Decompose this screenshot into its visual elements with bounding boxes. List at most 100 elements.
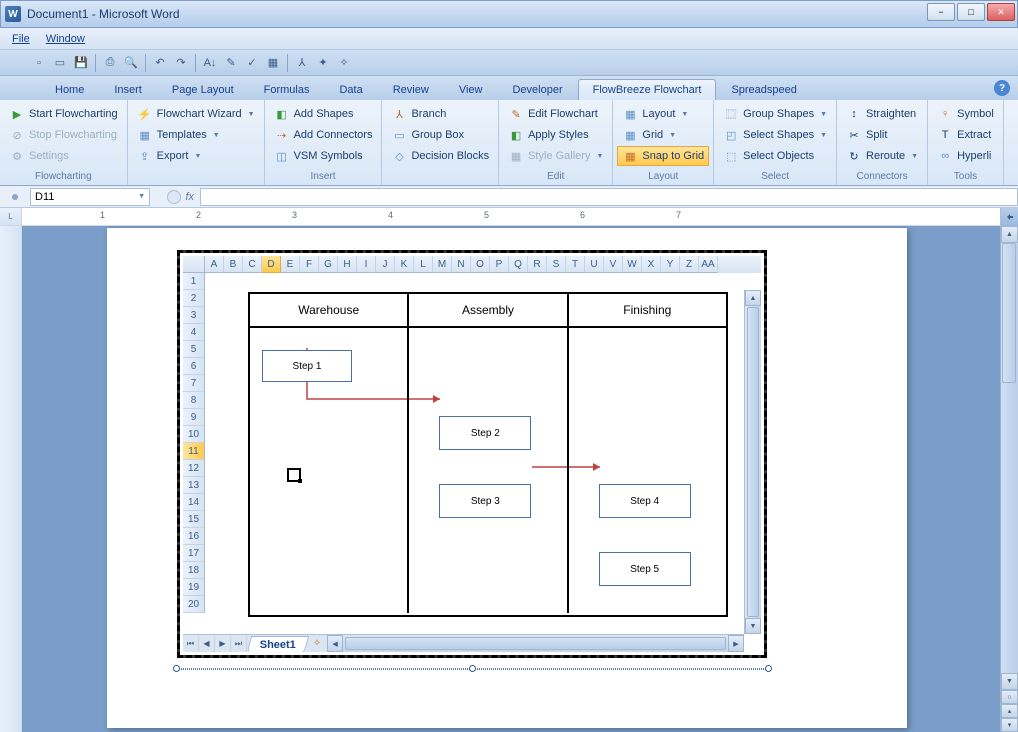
- sheet-tab[interactable]: Sheet1: [247, 636, 309, 652]
- decision-blocks-button[interactable]: ◇Decision Blocks: [386, 146, 494, 166]
- hscroll-thumb[interactable]: [345, 637, 726, 650]
- hscroll-left-button[interactable]: ◀: [327, 635, 343, 652]
- scroll-down-button[interactable]: ▼: [745, 618, 761, 634]
- row-header-13[interactable]: 13: [183, 477, 205, 494]
- tab-flowbreeze-flowchart[interactable]: FlowBreeze Flowchart: [578, 79, 717, 100]
- branch-button[interactable]: ⅄Branch: [386, 104, 494, 124]
- tab-spreadspeed[interactable]: Spreadspeed: [716, 79, 811, 100]
- qat-undo-button[interactable]: ↶: [151, 54, 169, 72]
- qat-save-button[interactable]: 💾: [72, 54, 90, 72]
- main-scroll-track[interactable]: [1001, 243, 1018, 673]
- tab-home[interactable]: Home: [40, 79, 99, 100]
- qat-design-button[interactable]: ▦: [264, 54, 282, 72]
- edit-flowchart-button[interactable]: ✎Edit Flowchart: [503, 104, 608, 124]
- flowchart-step[interactable]: Step 5: [599, 552, 691, 586]
- row-header-1[interactable]: 1: [183, 273, 205, 290]
- qat-star1-button[interactable]: ✦: [314, 54, 332, 72]
- row-header-3[interactable]: 3: [183, 307, 205, 324]
- col-header-R[interactable]: R: [528, 256, 547, 273]
- split-button[interactable]: ✂Split: [841, 125, 923, 145]
- col-header-J[interactable]: J: [376, 256, 395, 273]
- resize-handle[interactable]: [469, 665, 476, 672]
- col-header-N[interactable]: N: [452, 256, 471, 273]
- scroll-up-button[interactable]: ▲: [745, 290, 761, 306]
- col-header-T[interactable]: T: [566, 256, 585, 273]
- qat-paint-button[interactable]: ✎: [222, 54, 240, 72]
- col-header-C[interactable]: C: [243, 256, 262, 273]
- flowchart-step[interactable]: Step 3: [439, 484, 531, 518]
- qat-sort-button[interactable]: A↓: [201, 54, 219, 72]
- scroll-thumb[interactable]: [747, 307, 759, 617]
- tab-formulas[interactable]: Formulas: [249, 79, 325, 100]
- minimize-button[interactable]: −: [927, 3, 955, 21]
- col-header-H[interactable]: H: [338, 256, 357, 273]
- col-header-D[interactable]: D: [262, 256, 281, 273]
- group-shapes-button[interactable]: ⿴Group Shapes▼: [718, 104, 832, 124]
- row-header-7[interactable]: 7: [183, 375, 205, 392]
- col-header-K[interactable]: K: [395, 256, 414, 273]
- hscroll-right-button[interactable]: ▶: [728, 635, 744, 652]
- col-header-A[interactable]: A: [205, 256, 224, 273]
- select-all-cell[interactable]: [183, 256, 205, 273]
- flowchart-wizard-button[interactable]: ⚡Flowchart Wizard▼: [132, 104, 260, 124]
- main-scroll-prev-page[interactable]: ▴: [1001, 704, 1018, 718]
- qat-print-button[interactable]: ⎙: [101, 54, 119, 72]
- cells[interactable]: WarehouseAssemblyFinishing Step 1Step 2S…: [205, 273, 761, 652]
- straighten-button[interactable]: ↕Straighten: [841, 104, 923, 124]
- col-header-V[interactable]: V: [604, 256, 623, 273]
- row-header-2[interactable]: 2: [183, 290, 205, 307]
- row-header-6[interactable]: 6: [183, 358, 205, 375]
- reroute-button[interactable]: ↻Reroute▼: [841, 146, 923, 166]
- add-shapes-button[interactable]: ◧Add Shapes: [269, 104, 378, 124]
- help-icon[interactable]: ?: [994, 80, 1010, 96]
- menu-window[interactable]: Window: [38, 31, 93, 47]
- col-header-AA[interactable]: AA: [699, 256, 718, 273]
- resize-handle[interactable]: [173, 665, 180, 672]
- main-vertical-scrollbar[interactable]: ▲ ▼ ○ ▴ ▾: [1000, 226, 1018, 732]
- fx-icon[interactable]: fx: [185, 191, 194, 203]
- row-header-17[interactable]: 17: [183, 545, 205, 562]
- tab-insert[interactable]: Insert: [99, 79, 157, 100]
- main-scroll-down[interactable]: ▼: [1001, 673, 1018, 690]
- qat-open-button[interactable]: ▭: [51, 54, 69, 72]
- spreadsheet-grid[interactable]: 1234567891011121314151617181920 Warehous…: [183, 273, 761, 652]
- resize-handle[interactable]: [765, 665, 772, 672]
- start-flowcharting-button[interactable]: ▶Start Flowcharting: [4, 104, 123, 124]
- col-header-P[interactable]: P: [490, 256, 509, 273]
- tab-view[interactable]: View: [444, 79, 498, 100]
- qat-new-button[interactable]: ▫: [30, 54, 48, 72]
- row-header-19[interactable]: 19: [183, 579, 205, 596]
- qat-redo-button[interactable]: ↷: [172, 54, 190, 72]
- page-viewport[interactable]: ABCDEFGHIJKLMNOPQRSTUVWXYZAA 12345678910…: [22, 226, 1018, 732]
- tab-developer[interactable]: Developer: [497, 79, 577, 100]
- qat-preview-button[interactable]: 🔍: [122, 54, 140, 72]
- col-header-U[interactable]: U: [585, 256, 604, 273]
- name-box[interactable]: D11 ▼: [30, 188, 150, 206]
- flowchart-step[interactable]: Step 2: [439, 416, 531, 450]
- tab-data[interactable]: Data: [324, 79, 377, 100]
- embedded-spreadsheet[interactable]: ABCDEFGHIJKLMNOPQRSTUVWXYZAA 12345678910…: [177, 250, 767, 658]
- close-button[interactable]: ✕: [987, 3, 1015, 21]
- row-header-11[interactable]: 11: [183, 443, 205, 460]
- grid-button[interactable]: ▦Grid▼: [617, 125, 709, 145]
- col-header-Q[interactable]: Q: [509, 256, 528, 273]
- col-header-M[interactable]: M: [433, 256, 452, 273]
- col-header-I[interactable]: I: [357, 256, 376, 273]
- main-scroll-next-page[interactable]: ▾: [1001, 718, 1018, 732]
- flowchart-step[interactable]: Step 1: [262, 350, 352, 382]
- ruler-split-box[interactable]: [1000, 208, 1018, 226]
- qat-check-button[interactable]: ✓: [243, 54, 261, 72]
- row-header-20[interactable]: 20: [183, 596, 205, 613]
- row-header-8[interactable]: 8: [183, 392, 205, 409]
- extract-button[interactable]: TExtract: [932, 125, 999, 145]
- layout-button[interactable]: ▦Layout▼: [617, 104, 709, 124]
- main-scroll-up[interactable]: ▲: [1001, 226, 1018, 243]
- select-shapes-button[interactable]: ◰Select Shapes▼: [718, 125, 832, 145]
- name-box-dropdown-icon[interactable]: ▼: [138, 193, 145, 200]
- row-header-15[interactable]: 15: [183, 511, 205, 528]
- formula-input[interactable]: [200, 188, 1018, 206]
- col-header-X[interactable]: X: [642, 256, 661, 273]
- col-header-L[interactable]: L: [414, 256, 433, 273]
- maximize-button[interactable]: □: [957, 3, 985, 21]
- row-header-9[interactable]: 9: [183, 409, 205, 426]
